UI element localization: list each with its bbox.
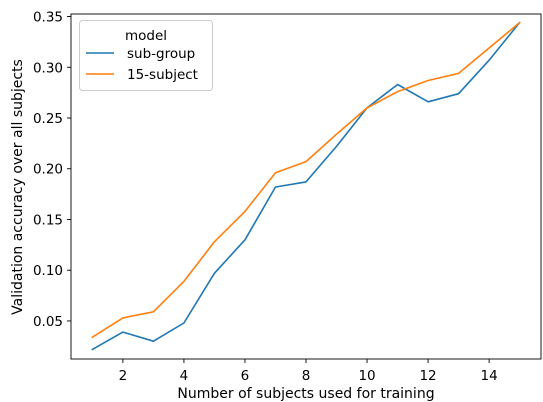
x-tick-label: 10 <box>358 368 375 384</box>
y-tick-label: 0.35 <box>33 10 63 26</box>
x-tick-label: 4 <box>180 368 189 384</box>
y-tick-label: 0.10 <box>33 263 63 279</box>
axes: 2 4 6 8 10 12 14 0.05 0.10 0.15 0.20 0.25 0.30 0.35 <box>33 10 542 384</box>
chart-marks <box>91 21 521 351</box>
y-tick-label: 0.05 <box>33 314 63 330</box>
y-tick-label: 0.30 <box>33 60 63 76</box>
y-tick-label: 0.20 <box>33 162 63 178</box>
legend: model sub-group 15-subject <box>79 20 213 91</box>
series-line-sub-group <box>91 21 521 351</box>
y-axis-label: Validation accuracy over all subjects <box>10 59 26 315</box>
x-tick-label: 2 <box>119 368 128 384</box>
x-tick-label: 12 <box>419 368 436 384</box>
x-tick-label: 8 <box>302 368 311 384</box>
legend-label-15-subject: 15-subject <box>127 67 198 83</box>
x-tick-label: 6 <box>241 368 250 384</box>
y-tick-label: 0.15 <box>33 212 63 228</box>
legend-box <box>79 20 213 91</box>
series-line-15-subject <box>91 21 521 339</box>
legend-title: model <box>125 28 167 44</box>
x-tick-label: 14 <box>481 368 498 384</box>
x-axis-label: Number of subjects used for training <box>177 386 434 402</box>
y-tick-label: 0.25 <box>33 111 63 127</box>
legend-label-sub-group: sub-group <box>127 46 195 62</box>
